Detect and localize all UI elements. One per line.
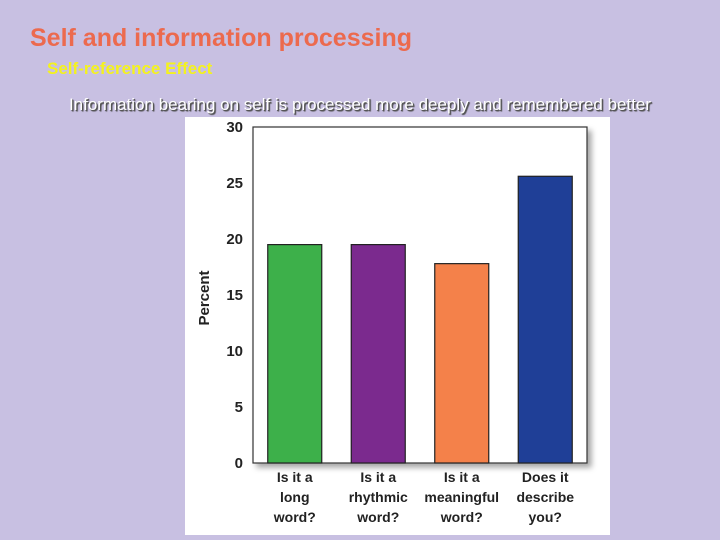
x-tick-label: Is it a xyxy=(360,469,396,485)
x-tick-label: word? xyxy=(440,509,483,525)
y-tick-label: 15 xyxy=(226,287,243,304)
slide-subtitle: Self-reference Effect xyxy=(47,59,213,78)
bar xyxy=(350,243,406,464)
y-tick-label: 5 xyxy=(235,399,243,416)
y-tick-label: 25 xyxy=(226,175,243,192)
x-tick-label: word? xyxy=(356,509,399,525)
x-tick-label: Does it xyxy=(522,469,569,485)
y-tick-label: 0 xyxy=(235,455,243,472)
x-tick-label: meaningful xyxy=(424,489,499,505)
bar xyxy=(434,263,490,464)
bar xyxy=(267,243,323,464)
x-tick-label: word? xyxy=(273,509,316,525)
x-tick-label: Is it a xyxy=(277,469,313,485)
x-tick-label: describe xyxy=(516,489,574,505)
x-tick-label: long xyxy=(280,489,310,505)
x-tick-label: Is it a xyxy=(444,469,480,485)
x-tick-label: rhythmic xyxy=(349,489,408,505)
x-tick-label: you? xyxy=(529,509,562,525)
chart-panel: 0 5 10 15 20 25 30 Is it a long word? Is it a rhyt… xyxy=(185,117,610,535)
bar-chart: 0 5 10 15 20 25 30 Is it a long word? Is it a rhyt… xyxy=(196,119,588,525)
y-tick-label: 30 xyxy=(226,119,243,136)
slide-caption: Information bearing on self is processed… xyxy=(68,95,652,114)
y-tick-label: 10 xyxy=(226,343,243,360)
y-axis-label: Percent xyxy=(196,270,213,325)
y-tick-label: 20 xyxy=(226,231,243,248)
bar xyxy=(517,175,573,464)
slide-title: Self and information processing xyxy=(30,24,412,52)
